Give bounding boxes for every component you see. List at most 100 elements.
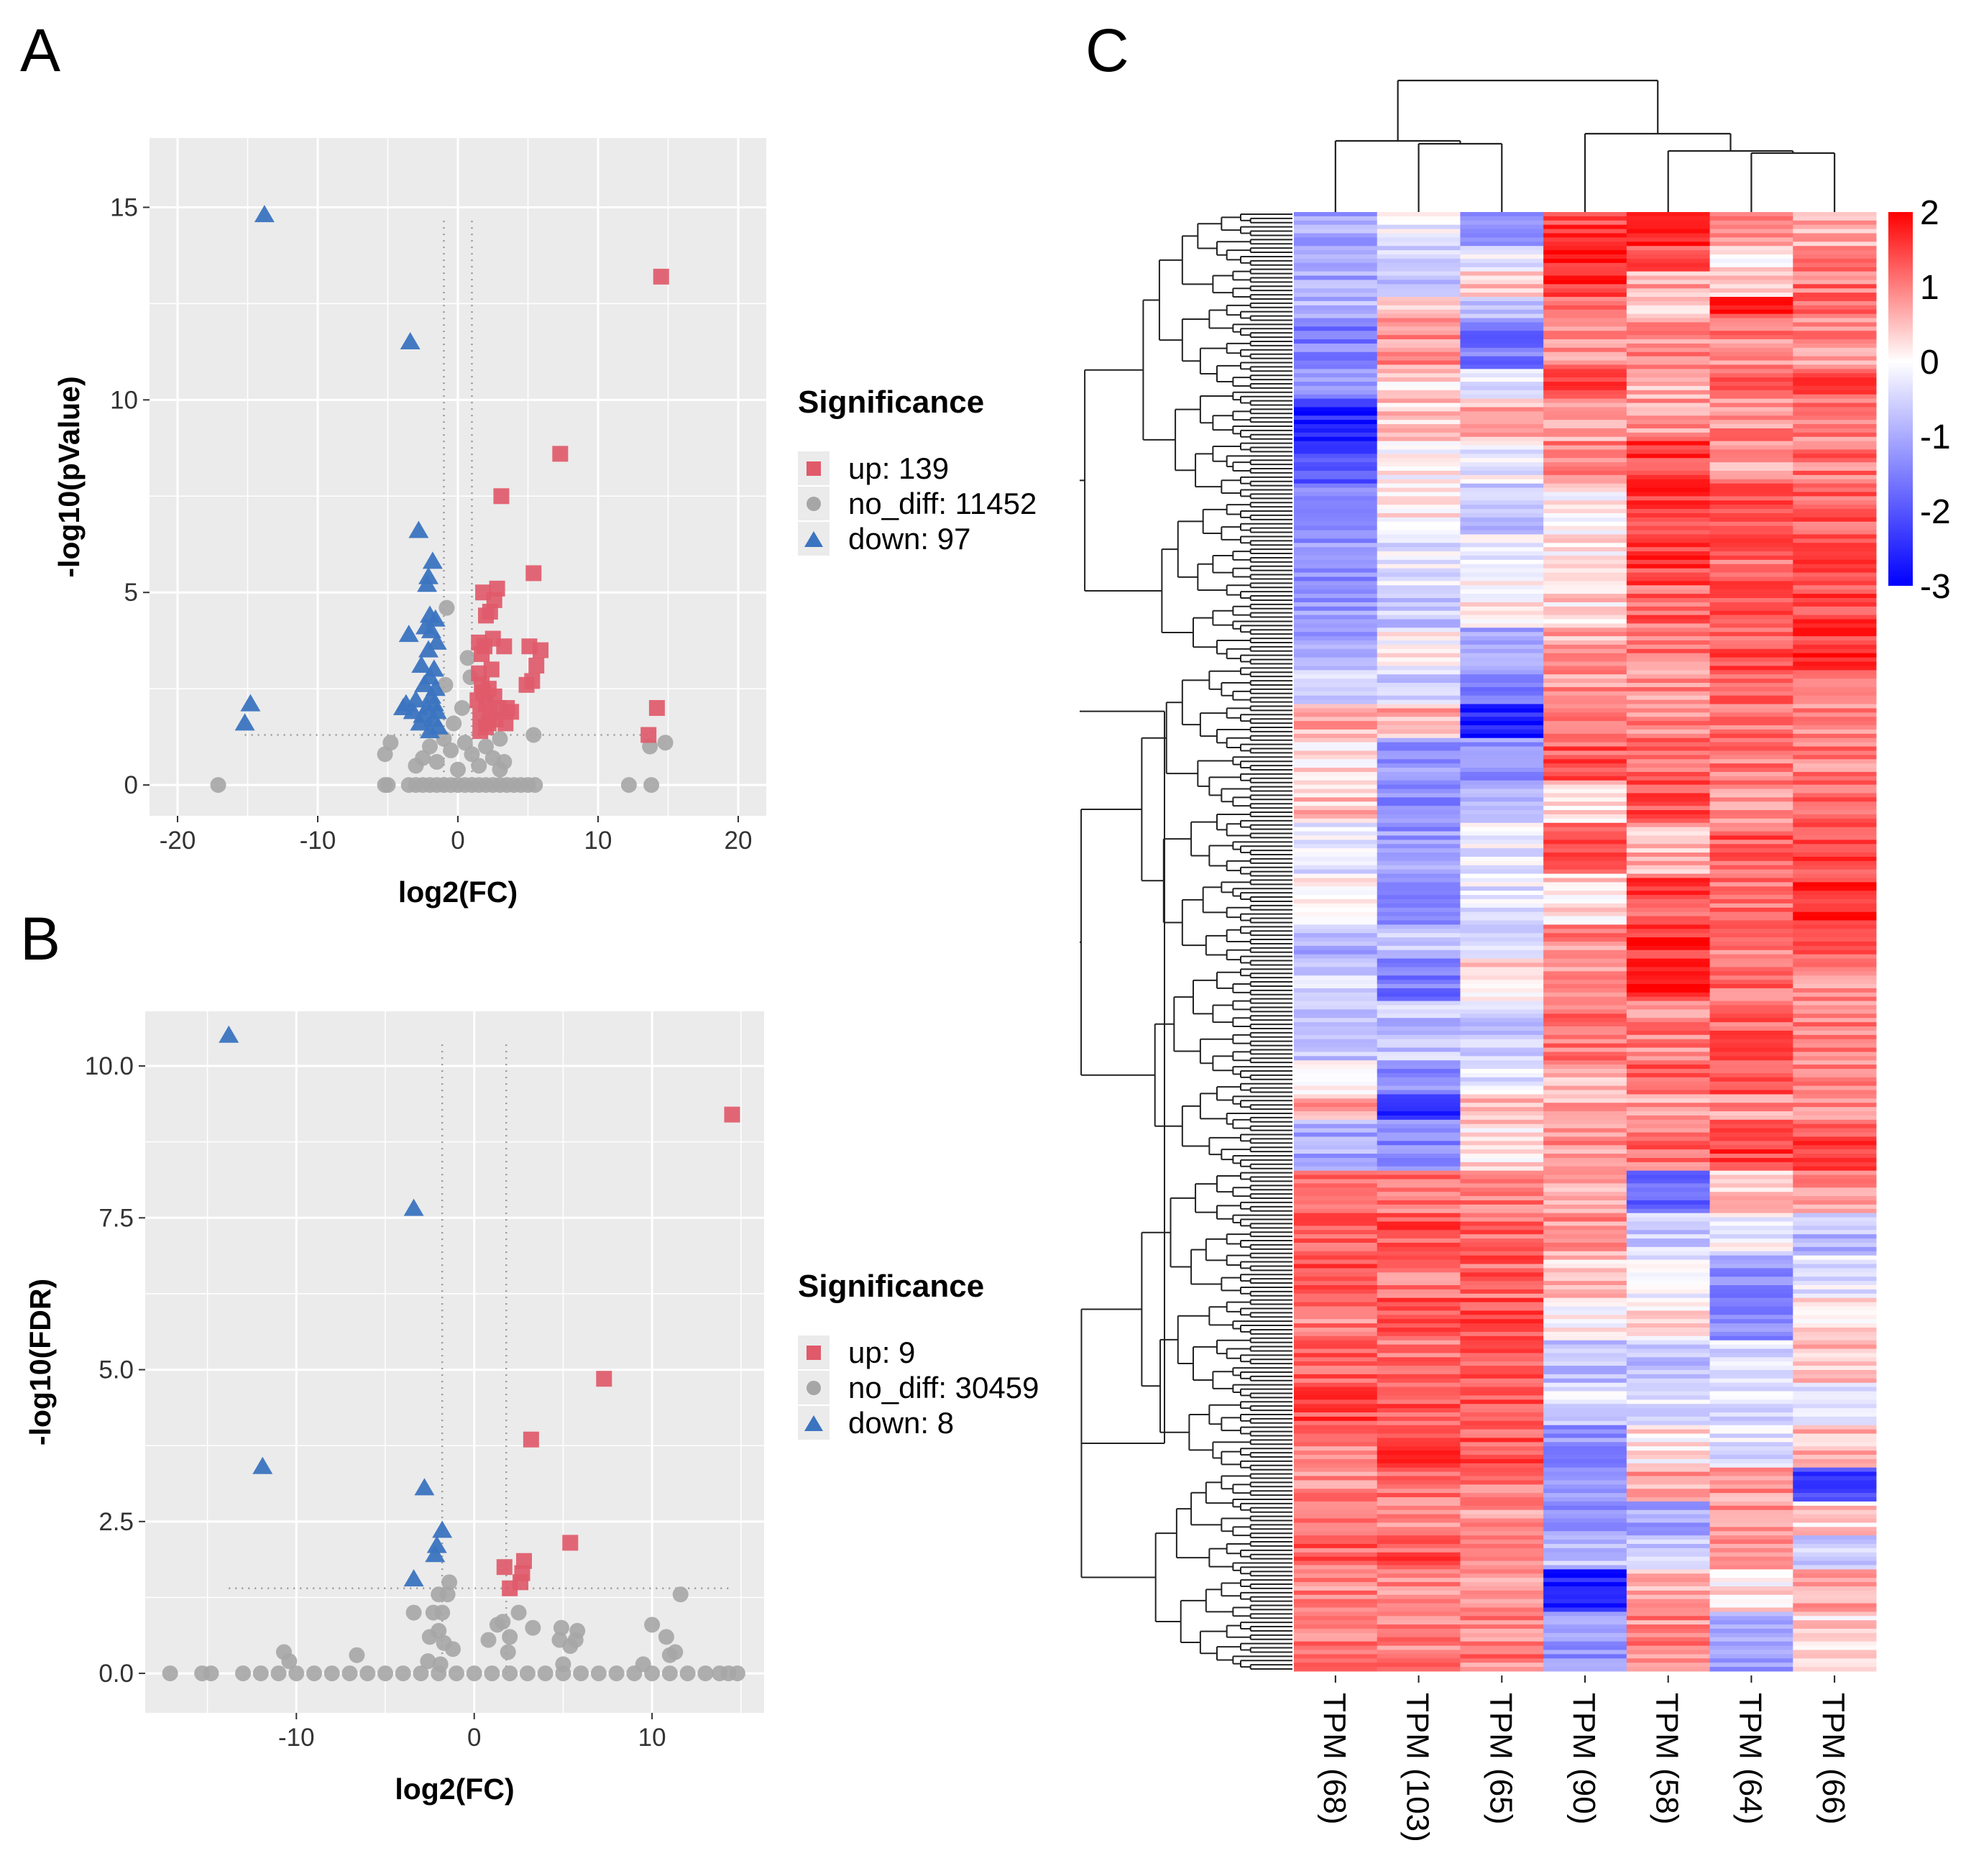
heatmap-cell (1294, 1157, 1378, 1163)
heatmap-cell (1377, 1582, 1461, 1587)
heatmap-cell (1626, 644, 1711, 650)
heatmap-cell (1709, 1094, 1793, 1099)
heatmap-cell (1793, 1442, 1877, 1447)
heatmap-cell (1626, 1438, 1711, 1443)
heatmap-cell (1460, 1624, 1544, 1629)
heatmap-cell (1294, 898, 1378, 904)
heatmap-cell (1793, 623, 1877, 628)
heatmap-cell (1793, 954, 1877, 960)
heatmap-cell (1460, 479, 1544, 484)
heatmap-cell (1793, 267, 1877, 272)
heatmap-cell (1626, 237, 1711, 242)
heatmap-cell (1294, 814, 1378, 819)
heatmap-cell (1793, 1446, 1877, 1451)
heatmap-cell (1626, 572, 1711, 577)
heatmap-cell (1793, 1183, 1877, 1188)
heatmap-cell (1460, 313, 1544, 319)
heatmap-cell (1709, 297, 1793, 302)
heatmap-cell (1377, 1420, 1461, 1426)
heatmap-cell (1543, 1556, 1627, 1562)
heatmap-cell (1460, 1535, 1544, 1540)
heatmap-cell (1543, 407, 1627, 412)
heatmap-cell (1294, 1268, 1378, 1273)
heatmap-cell (1709, 1476, 1793, 1481)
heatmap-cell (1460, 233, 1544, 238)
heatmap-cell (1626, 385, 1711, 391)
heatmap-cell (1793, 293, 1877, 298)
y-axis-label: -log10(FDR) (24, 1279, 57, 1445)
heatmap-cell (1793, 1107, 1877, 1112)
heatmap-cell (1543, 962, 1627, 967)
heatmap-cell (1460, 1578, 1544, 1583)
heatmap-cell (1626, 1174, 1711, 1180)
heatmap-cell (1626, 1026, 1711, 1031)
heatmap-cell (1294, 1446, 1378, 1451)
heatmap-cell (1626, 661, 1711, 666)
heatmap-cell (1377, 1174, 1461, 1180)
heatmap-cell (1626, 250, 1711, 255)
heatmap-cell (1793, 1382, 1877, 1388)
heatmap-cell (1709, 686, 1793, 692)
up-point (497, 715, 514, 732)
heatmap-cell (1377, 725, 1461, 730)
heatmap-cell (1377, 750, 1461, 755)
heatmap-cell (1793, 555, 1877, 561)
heatmap-cell (1543, 500, 1627, 505)
heatmap-cell (1294, 505, 1378, 510)
heatmap-cell (1377, 351, 1461, 357)
heatmap-cell (1626, 1663, 1711, 1668)
down-point (403, 702, 423, 719)
heatmap-cell (1709, 1391, 1793, 1396)
heatmap-cell (1543, 1616, 1627, 1621)
heatmap-cell (1709, 547, 1793, 552)
heatmap-cell (1294, 1552, 1378, 1558)
heatmap-cell (1294, 1489, 1378, 1494)
heatmap-cell (1377, 962, 1461, 967)
heatmap-cell (1460, 602, 1544, 607)
heatmap-cell (1793, 538, 1877, 543)
heatmap-cell (1294, 1170, 1378, 1176)
heatmap-cell (1793, 407, 1877, 412)
heatmap-cell (1460, 1213, 1544, 1218)
heatmap-cell (1709, 385, 1793, 391)
heatmap-cell (1460, 679, 1544, 684)
heatmap-cell (1626, 398, 1711, 404)
heatmap-cell (1294, 1039, 1378, 1044)
no-diff-point (679, 1665, 696, 1682)
heatmap-cell (1709, 1208, 1793, 1214)
heatmap-cell (1709, 1416, 1793, 1422)
heatmap-cell (1626, 242, 1711, 247)
heatmap-cell (1294, 445, 1378, 450)
heatmap-cell (1793, 737, 1877, 743)
heatmap-cell (1793, 297, 1877, 302)
heatmap-cell (1377, 1331, 1461, 1337)
heatmap-cell (1543, 661, 1627, 666)
heatmap-cell (1543, 1416, 1627, 1422)
heatmap-cell (1793, 1391, 1877, 1396)
heatmap-cell (1294, 1344, 1378, 1350)
heatmap-cell (1294, 1382, 1378, 1388)
heatmap-cell (1460, 1204, 1544, 1210)
heatmap-cell (1377, 920, 1461, 925)
no-diff-point (270, 1665, 287, 1682)
heatmap-cell (1543, 1149, 1627, 1154)
heatmap-cell (1543, 1340, 1627, 1346)
heatmap-cell (1709, 572, 1793, 577)
data-points (210, 205, 674, 794)
heatmap-cell (1460, 869, 1544, 875)
heatmap-cell (1626, 1149, 1711, 1154)
heatmap-cell (1543, 1374, 1627, 1379)
heatmap-cell (1709, 1246, 1793, 1252)
heatmap-cell (1626, 814, 1711, 819)
volcano-plot-fdr: -10 0 100.02.55.07.510.0 log2(FC) -log10(F… (24, 1011, 764, 1806)
heatmap-cell (1294, 1098, 1378, 1103)
heatmap-cell (1377, 1255, 1461, 1261)
heatmap-cell (1377, 1569, 1461, 1574)
heatmap-cell (1543, 1157, 1627, 1163)
heatmap-cell (1377, 755, 1461, 760)
heatmap-cell (1626, 466, 1711, 472)
heatmap-cell (1294, 640, 1378, 645)
heatmap-cell (1543, 1111, 1627, 1116)
heatmap-cell (1294, 717, 1378, 722)
column-label: TPM (65) (1483, 1693, 1518, 1824)
